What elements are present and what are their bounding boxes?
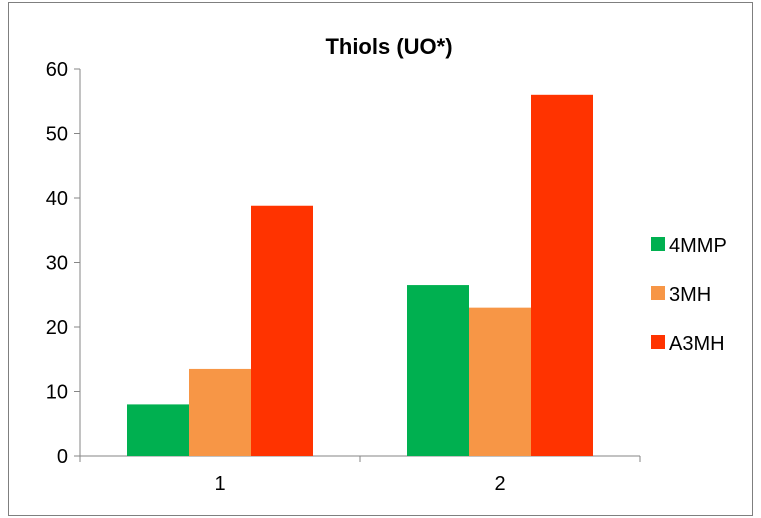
legend-swatch-3mh <box>651 286 665 300</box>
y-tick-label: 40 <box>46 188 68 210</box>
legend-label-3mh: 3MH <box>669 284 711 306</box>
bar-3mh-2 <box>469 307 531 456</box>
plot-area: 0 10 20 30 40 50 60 1 2 <box>46 59 641 495</box>
legend-label-a3mh: A3MH <box>669 333 725 355</box>
legend-swatch-4mmp <box>651 237 665 251</box>
legend-label-4mmp: 4MMP <box>669 235 727 257</box>
bar-a3mh-2 <box>531 94 593 457</box>
bar-4mmp-1 <box>127 404 189 456</box>
legend-swatch-a3mh <box>651 335 665 349</box>
y-tick-label: 20 <box>46 317 68 339</box>
y-tick-label: 10 <box>46 382 68 404</box>
y-tick-label: 60 <box>46 59 68 81</box>
bar-3mh-1 <box>189 368 251 456</box>
bar-4mmp-2 <box>407 285 469 456</box>
y-tick-label: 30 <box>46 253 68 275</box>
legend: 4MMP 3MH A3MH <box>651 235 727 355</box>
chart-title: Thiols (UO*) <box>325 34 452 59</box>
y-tick-label: 50 <box>46 124 68 146</box>
bar-a3mh-1 <box>251 205 313 456</box>
x-tick-label: 1 <box>214 473 225 495</box>
x-tick-label: 2 <box>494 473 505 495</box>
y-tick-label: 0 <box>57 446 68 468</box>
